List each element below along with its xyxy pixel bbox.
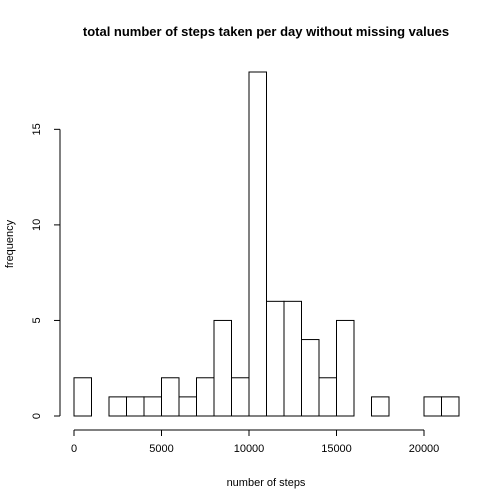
histogram-bar-15 xyxy=(336,319,355,417)
bars-group xyxy=(73,71,460,417)
x-axis: 0 5000 10000 15000 20000 xyxy=(71,429,440,455)
histogram-bar-6 xyxy=(178,396,197,417)
histogram-bar-3 xyxy=(126,396,145,417)
y-tick-label-3: 15 xyxy=(31,123,43,135)
histogram-bar-21 xyxy=(441,396,460,417)
histogram-bar-20 xyxy=(423,396,442,417)
histogram-bar-12 xyxy=(283,300,302,417)
histogram-bar-8 xyxy=(213,319,232,417)
histogram-bar-4 xyxy=(143,396,162,417)
histogram-bar-5 xyxy=(161,377,180,417)
x-tick-label-0: 0 xyxy=(71,443,77,455)
x-axis-label: number of steps xyxy=(227,477,306,489)
histogram-bar-13 xyxy=(301,339,320,417)
x-tick-label-4: 20000 xyxy=(409,443,440,455)
histogram-bar-0 xyxy=(73,377,92,417)
x-tick-label-3: 15000 xyxy=(321,443,352,455)
chart-title: total number of steps taken per day with… xyxy=(83,24,449,39)
x-tick-label-2: 10000 xyxy=(234,443,265,455)
histogram-bar-14 xyxy=(318,377,337,417)
y-tick-label-2: 10 xyxy=(31,219,43,231)
x-tick-label-1: 5000 xyxy=(149,443,173,455)
y-tick-label-0: 0 xyxy=(31,413,43,419)
y-tick-label-1: 5 xyxy=(31,317,43,323)
histogram-bar-11 xyxy=(266,300,285,417)
histogram-bar-10 xyxy=(248,71,267,417)
y-axis-label: frequency xyxy=(4,219,16,268)
histogram-bar-2 xyxy=(108,396,127,417)
histogram-bar-17 xyxy=(371,396,390,417)
y-axis: 0 5 10 15 xyxy=(31,123,61,419)
histogram-bar-9 xyxy=(231,377,250,417)
histogram-bar-7 xyxy=(196,377,215,417)
